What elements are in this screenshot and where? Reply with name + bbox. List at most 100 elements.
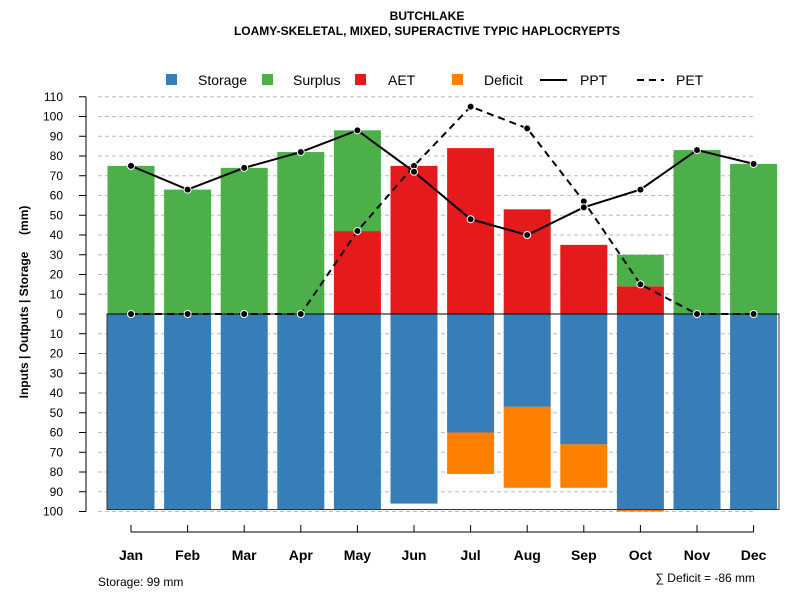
storage-bar-oct (616, 314, 664, 510)
y-tick-label: 100 (43, 505, 63, 519)
ppt-point-feb (183, 185, 192, 194)
ppt-point-jan (127, 161, 135, 170)
deficit-note: ∑ Deficit = -86 mm (655, 571, 755, 585)
storage-bar-feb (164, 314, 212, 510)
storage-bar-aug (503, 314, 551, 407)
pet-point-may (353, 227, 362, 236)
legend-swatch-surplus (262, 74, 273, 85)
x-tick-label-oct: Oct (629, 547, 653, 563)
x-axis: Jan Feb Mar Apr May Jun Jul Aug Sep Oct Nov Dec (119, 525, 767, 563)
x-tick-label-may: May (344, 547, 371, 563)
x-tick-label-nov: Nov (684, 547, 711, 563)
y-tick-label: 70 (50, 169, 64, 183)
deficit-bar-sep (560, 444, 608, 488)
x-tick-label-mar: Mar (232, 547, 257, 563)
legend: Storage Surplus AET Deficit PPT PET (166, 72, 704, 88)
storage-bar-mar (220, 314, 268, 510)
aet-bar-aug (503, 209, 551, 314)
y-tick-label: 90 (50, 129, 64, 143)
y-axis: 1101009080706050403020100102030405060708… (43, 90, 87, 519)
pet-point-oct (636, 280, 645, 289)
y-tick-label: 80 (50, 149, 64, 163)
aet-bar-may (333, 231, 381, 314)
legend-label-aet: AET (388, 72, 416, 88)
storage-bar-jan (107, 314, 155, 510)
x-tick-label-jul: Jul (460, 547, 480, 563)
surplus-bar-feb (164, 189, 212, 314)
deficit-bar-oct (616, 509, 664, 512)
legend-swatch-storage (166, 74, 177, 85)
x-tick-label-jun: Jun (402, 547, 427, 563)
bars (106, 130, 780, 512)
x-tick-label-dec: Dec (741, 547, 767, 563)
legend-label-ppt: PPT (580, 72, 608, 88)
ppt-point-aug (523, 231, 532, 239)
pet-point-mar (240, 310, 249, 318)
ppt-point-dec (749, 159, 758, 168)
ppt-point-jul (466, 215, 475, 224)
x-tick-label-aug: Aug (514, 547, 541, 563)
storage-bar-nov (673, 314, 721, 510)
pet-point-dec (749, 310, 758, 318)
y-tick-label: 60 (50, 189, 64, 203)
ppt-point-sep (579, 203, 588, 212)
storage-bar-dec (730, 314, 778, 510)
surplus-bar-apr (277, 152, 325, 314)
y-tick-label: 70 (50, 445, 64, 459)
x-tick-label-apr: Apr (289, 547, 314, 563)
legend-label-surplus: Surplus (293, 72, 340, 88)
ppt-point-oct (636, 185, 645, 194)
y-tick-label: 60 (50, 426, 64, 440)
pet-point-nov (693, 310, 701, 318)
y-tick-label: 110 (44, 90, 63, 104)
aet-bar-oct (616, 286, 664, 314)
ppt-point-jun (410, 167, 418, 176)
y-tick-label: 10 (50, 287, 64, 301)
ppt-line (130, 129, 754, 237)
chart-subtitle: LOAMY-SKELETAL, MIXED, SUPERACTIVE TYPIC… (234, 24, 620, 38)
aet-bar-jun (390, 165, 438, 314)
ppt-point-mar (240, 163, 249, 172)
surplus-bar-may (333, 130, 381, 232)
deficit-bar-jul (447, 432, 495, 474)
legend-swatch-aet (355, 74, 366, 85)
ppt-point-may (353, 126, 362, 135)
y-tick-label: 50 (50, 406, 64, 420)
storage-bar-apr (277, 314, 325, 510)
surplus-bar-jan (107, 165, 155, 314)
series-lines (127, 102, 758, 318)
y-axis-label: Inputs | Outputs | Storage (mm) (17, 206, 31, 399)
aet-bar-sep (560, 244, 608, 314)
storage-bar-sep (560, 314, 608, 445)
storage-bar-jun (390, 314, 438, 504)
storage-bar-jul (447, 314, 495, 433)
deficit-bar-aug (503, 406, 551, 488)
storage-bar-may (333, 314, 381, 510)
pet-point-jul (466, 102, 475, 111)
storage-note: Storage: 99 mm (98, 575, 183, 589)
legend-label-storage: Storage (198, 72, 247, 88)
chart-title: BUTCHLAKE (390, 9, 465, 23)
y-tick-label: 40 (50, 386, 64, 400)
x-tick-label-sep: Sep (571, 547, 597, 563)
surplus-bar-nov (673, 150, 721, 314)
pet-point-jan (127, 310, 135, 318)
pet-point-apr (296, 310, 305, 318)
y-tick-label: 50 (50, 208, 64, 222)
y-tick-label: 0 (56, 307, 63, 321)
y-tick-label: 20 (50, 268, 64, 282)
y-tick-label: 40 (50, 228, 64, 242)
surplus-bar-mar (220, 167, 268, 314)
x-tick-label-feb: Feb (175, 547, 200, 563)
ppt-point-nov (693, 146, 701, 155)
y-tick-label: 30 (50, 248, 64, 262)
y-tick-label: 90 (50, 485, 64, 499)
y-tick-label: 80 (50, 465, 64, 479)
y-tick-label: 10 (50, 327, 64, 341)
pet-point-feb (183, 310, 192, 318)
aet-bar-jul (447, 148, 495, 314)
surplus-bar-dec (730, 163, 778, 314)
x-tick-label-jan: Jan (119, 547, 143, 563)
legend-label-pet: PET (676, 72, 704, 88)
